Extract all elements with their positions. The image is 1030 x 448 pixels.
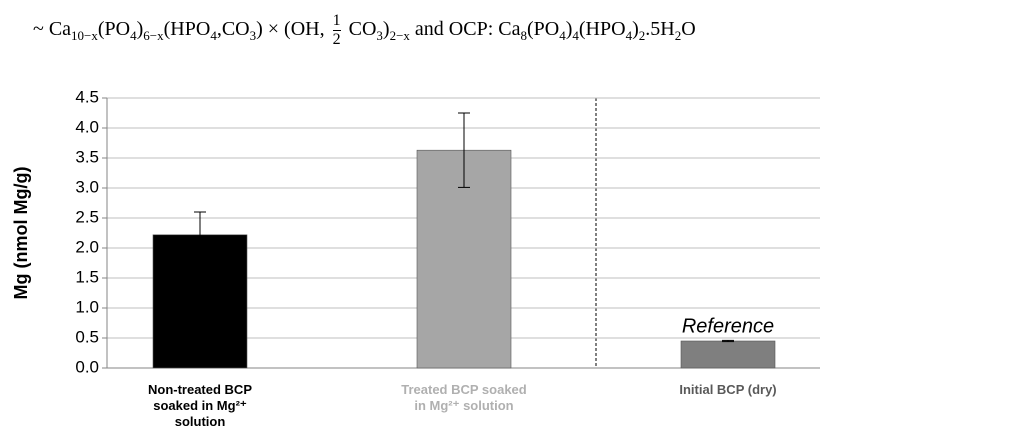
formula-subscript: 2−x xyxy=(389,28,410,44)
formula-text: and OCP: Ca xyxy=(409,18,521,41)
formula-text: ) xyxy=(136,18,144,41)
formula-subscript: 3 xyxy=(376,28,383,44)
y-tick-label: 3.0 xyxy=(75,177,99,196)
y-tick-label: 3.5 xyxy=(75,147,99,166)
formula-text: (PO xyxy=(526,18,560,41)
formula-text: (HPO xyxy=(163,18,211,41)
formula-text: ) xyxy=(565,18,573,41)
y-tick-label: 1.5 xyxy=(75,267,99,286)
formula-subscript: 6−x xyxy=(143,28,164,44)
y-tick-label: 4.0 xyxy=(75,117,99,136)
y-tick-label: 2.5 xyxy=(75,207,99,226)
formula-subscript: 10−x xyxy=(71,28,98,44)
formula-subscript: 4 xyxy=(625,28,633,44)
formula-text: ) xyxy=(382,18,390,41)
formula-subscript: 4 xyxy=(130,28,137,44)
formula-subscript: 3 xyxy=(249,28,257,44)
denominator: 2 xyxy=(332,31,341,48)
formula-text: (HPO xyxy=(578,18,626,41)
formula-subscript: 8 xyxy=(520,28,527,44)
formula-text: ) × (OH, xyxy=(256,18,330,41)
formula-subscript: 4 xyxy=(572,28,579,44)
formula-text: ,CO xyxy=(216,18,250,41)
bar xyxy=(680,340,776,369)
annotation: Reference xyxy=(682,315,774,337)
formula-text: .5H xyxy=(645,18,675,41)
formula-subscript: 2 xyxy=(674,28,682,44)
formula-subscript: 2 xyxy=(638,28,646,44)
formula-text: (PO xyxy=(97,18,131,41)
y-tick-label: 1.0 xyxy=(75,297,99,316)
formula-subscript: 4 xyxy=(559,28,566,44)
formula-text: ) xyxy=(632,18,639,41)
y-tick-label: 2.0 xyxy=(75,237,99,256)
y-tick-label: 0.5 xyxy=(75,327,99,346)
formula-text: O xyxy=(681,18,696,41)
x-tick-label: Non-treated BCP soaked in Mg²⁺ solution xyxy=(147,382,252,429)
y-axis-label: Mg (nmol Mg/g) xyxy=(11,167,31,300)
x-tick-label: Treated BCP soaked in Mg²⁺ solution xyxy=(401,382,527,413)
formula-subscript: 4 xyxy=(210,28,217,44)
x-tick-label: Initial BCP (dry) xyxy=(679,382,777,397)
y-tick-label: 0.0 xyxy=(75,357,99,376)
formula-text: ~ Ca xyxy=(33,18,72,41)
formula-text: CO xyxy=(343,18,377,41)
y-tick-label: 4.5 xyxy=(75,87,99,106)
numerator: 1 xyxy=(332,12,341,31)
